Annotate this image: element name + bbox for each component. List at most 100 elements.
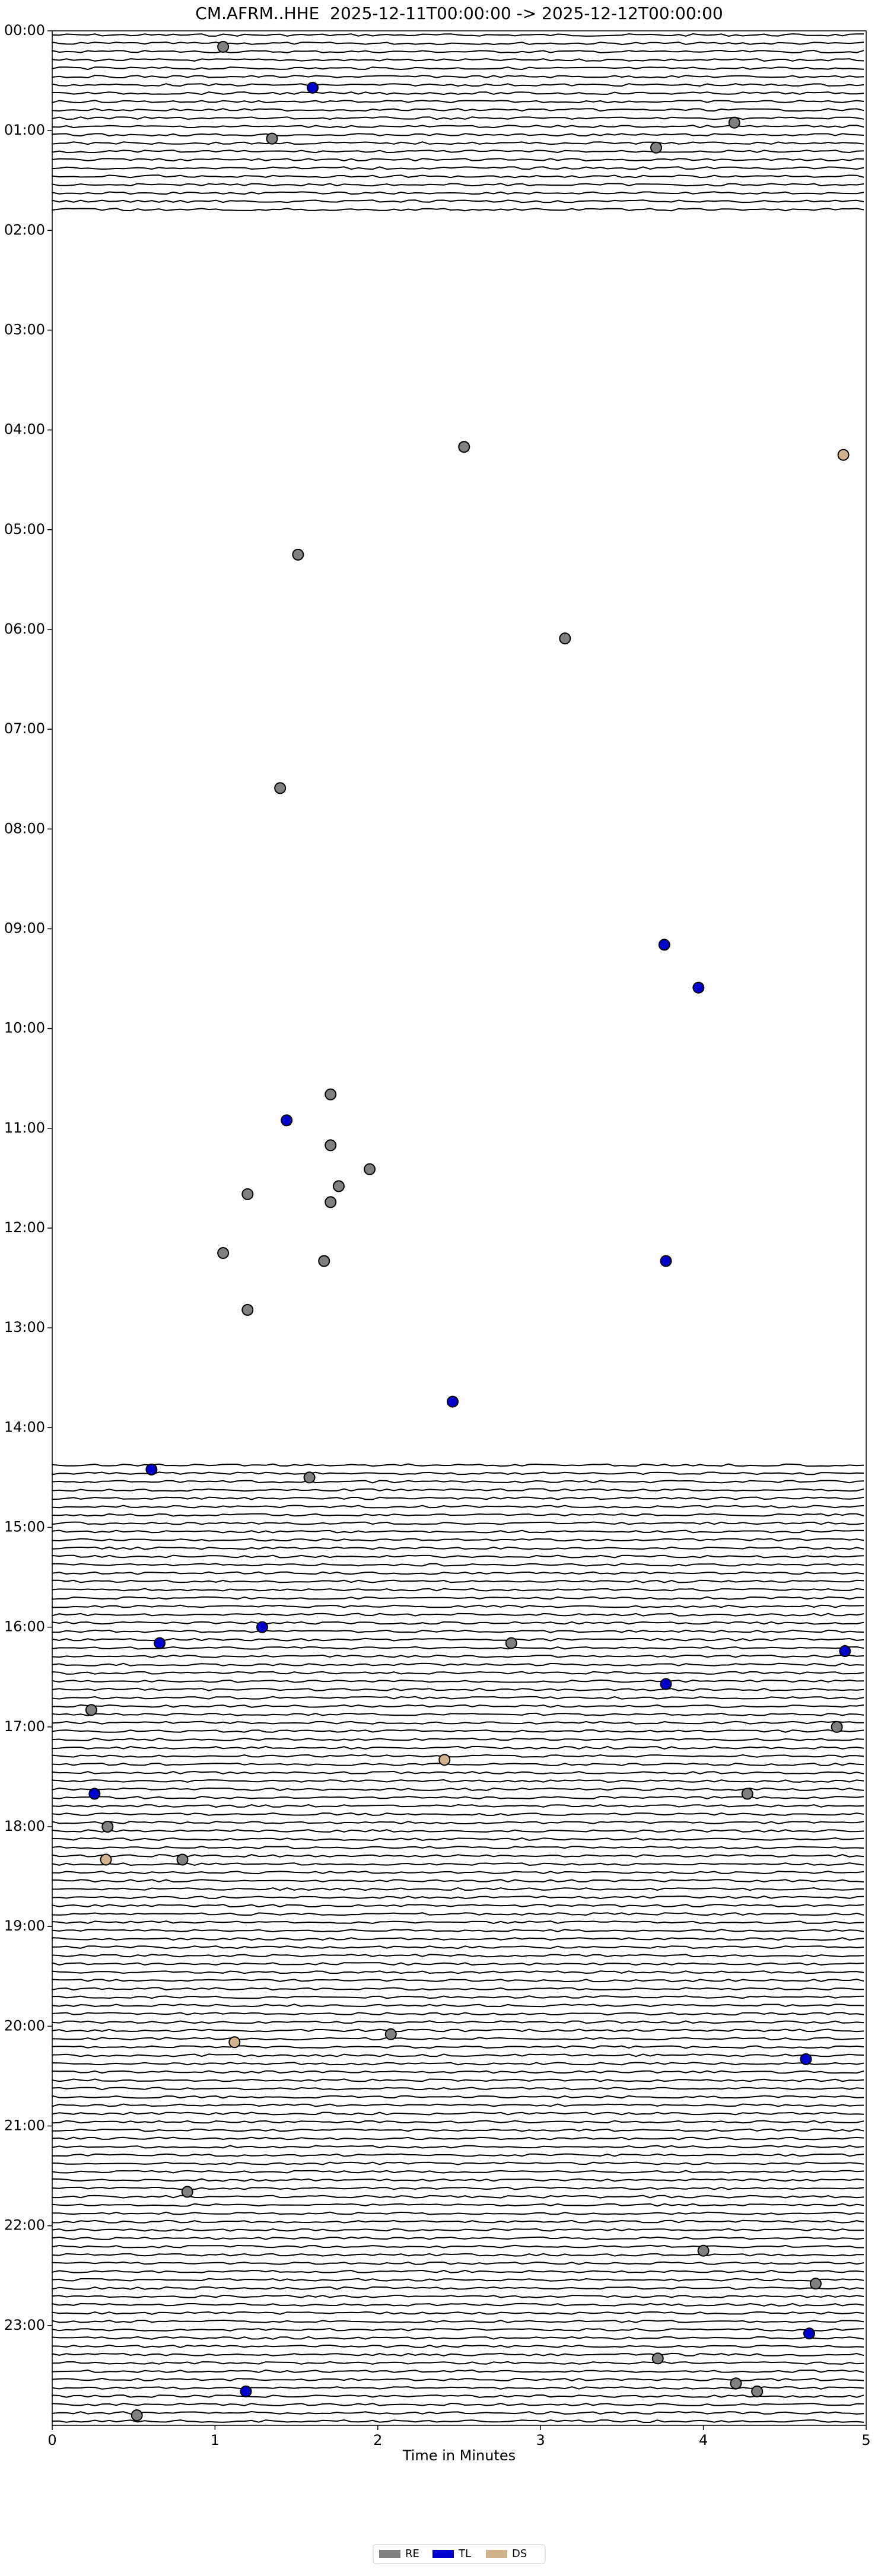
trace (52, 1987, 864, 1991)
y-tick-label: 06:00 (4, 621, 45, 637)
y-tick-label: 10:00 (4, 1020, 45, 1036)
trace (52, 1679, 864, 1683)
legend-label: TL (458, 2548, 471, 2560)
trace (52, 2236, 864, 2240)
trace (52, 2195, 864, 2199)
trace (52, 2402, 864, 2406)
trace (52, 2170, 864, 2174)
x-tick-label: 0 (47, 2432, 56, 2448)
trace (52, 2352, 864, 2356)
event-marker (730, 2377, 742, 2390)
event-marker (318, 1255, 330, 1267)
trace (52, 1579, 864, 1583)
trace (52, 1779, 864, 1783)
x-axis-label: Time in Minutes (402, 2447, 516, 2464)
trace (52, 1829, 864, 1833)
trace (52, 2062, 864, 2066)
trace (52, 1505, 864, 1509)
trace (52, 1571, 864, 1575)
y-tick-label: 11:00 (4, 1120, 45, 1136)
trace (52, 2294, 864, 2298)
trace (52, 1745, 864, 1750)
trace (52, 208, 864, 212)
trace (52, 1762, 864, 1766)
event-marker (839, 1645, 851, 1658)
trace (52, 2153, 864, 2157)
trace (52, 100, 864, 104)
event-marker (241, 1188, 254, 1200)
trace (52, 1480, 864, 1484)
trace (52, 1846, 864, 1850)
trace (52, 2136, 864, 2141)
trace (52, 116, 864, 120)
trace (52, 1496, 864, 1500)
trace (52, 33, 864, 37)
event-marker (837, 449, 850, 461)
trace (52, 1904, 864, 1908)
trace (52, 2103, 864, 2107)
trace (52, 2394, 864, 2398)
trace (52, 1954, 864, 1958)
event-marker (228, 2036, 241, 2049)
trace (52, 1912, 864, 1916)
event-marker (88, 1788, 101, 1800)
event-marker (831, 1720, 843, 1733)
chart-title: CM.AFRM..HHE 2025-12-11T00:00:00 -> 2025… (195, 4, 723, 23)
event-marker (274, 782, 287, 794)
trace (52, 2219, 864, 2224)
y-tick-label: 21:00 (4, 2117, 45, 2134)
event-marker (281, 1114, 293, 1127)
trace (52, 191, 864, 195)
trace (52, 1754, 864, 1758)
y-tick-label: 15:00 (4, 1519, 45, 1535)
event-marker (176, 1853, 189, 1866)
trace (52, 1604, 864, 1608)
trace (52, 1588, 864, 1592)
trace (52, 1837, 864, 1842)
event-marker (181, 2186, 193, 2198)
trace (52, 166, 864, 170)
event-marker (217, 1247, 230, 1260)
trace (52, 66, 864, 71)
trace (52, 2053, 864, 2057)
trace (52, 1463, 864, 1467)
trace (52, 1554, 864, 1559)
event-marker (741, 1788, 753, 1800)
y-tick-label: 07:00 (4, 720, 45, 737)
trace (52, 2361, 864, 2365)
traces (52, 33, 864, 2423)
y-tick-label: 17:00 (4, 1718, 45, 1735)
event-marker (505, 1637, 517, 1649)
x-tick-label: 3 (536, 2432, 545, 2448)
trace (52, 1521, 864, 1525)
trace (52, 1970, 864, 1974)
event-marker (650, 141, 663, 154)
trace (52, 1654, 864, 1658)
trace (52, 1896, 864, 1900)
trace (52, 1662, 864, 1667)
event-marker (458, 441, 470, 453)
y-tick-label: 20:00 (4, 2017, 45, 2034)
event-marker (800, 2053, 812, 2065)
trace (52, 141, 864, 145)
trace (52, 2070, 864, 2074)
trace (52, 1737, 864, 1741)
trace (52, 1804, 864, 1808)
trace (52, 1929, 864, 1933)
trace (52, 2419, 864, 2423)
legend-label: RE (405, 2548, 419, 2560)
trace (52, 1704, 864, 1708)
event-marker (809, 2278, 822, 2290)
trace (52, 2145, 864, 2149)
trace (52, 1729, 864, 1733)
y-tick-label: 09:00 (4, 920, 45, 937)
legend-swatch (379, 2550, 400, 2558)
event-marker (728, 116, 740, 129)
trace (52, 2278, 864, 2282)
trace (52, 2377, 864, 2381)
event-marker (438, 1754, 451, 1766)
trace (52, 2020, 864, 2024)
trace (52, 199, 864, 203)
trace (52, 150, 864, 154)
